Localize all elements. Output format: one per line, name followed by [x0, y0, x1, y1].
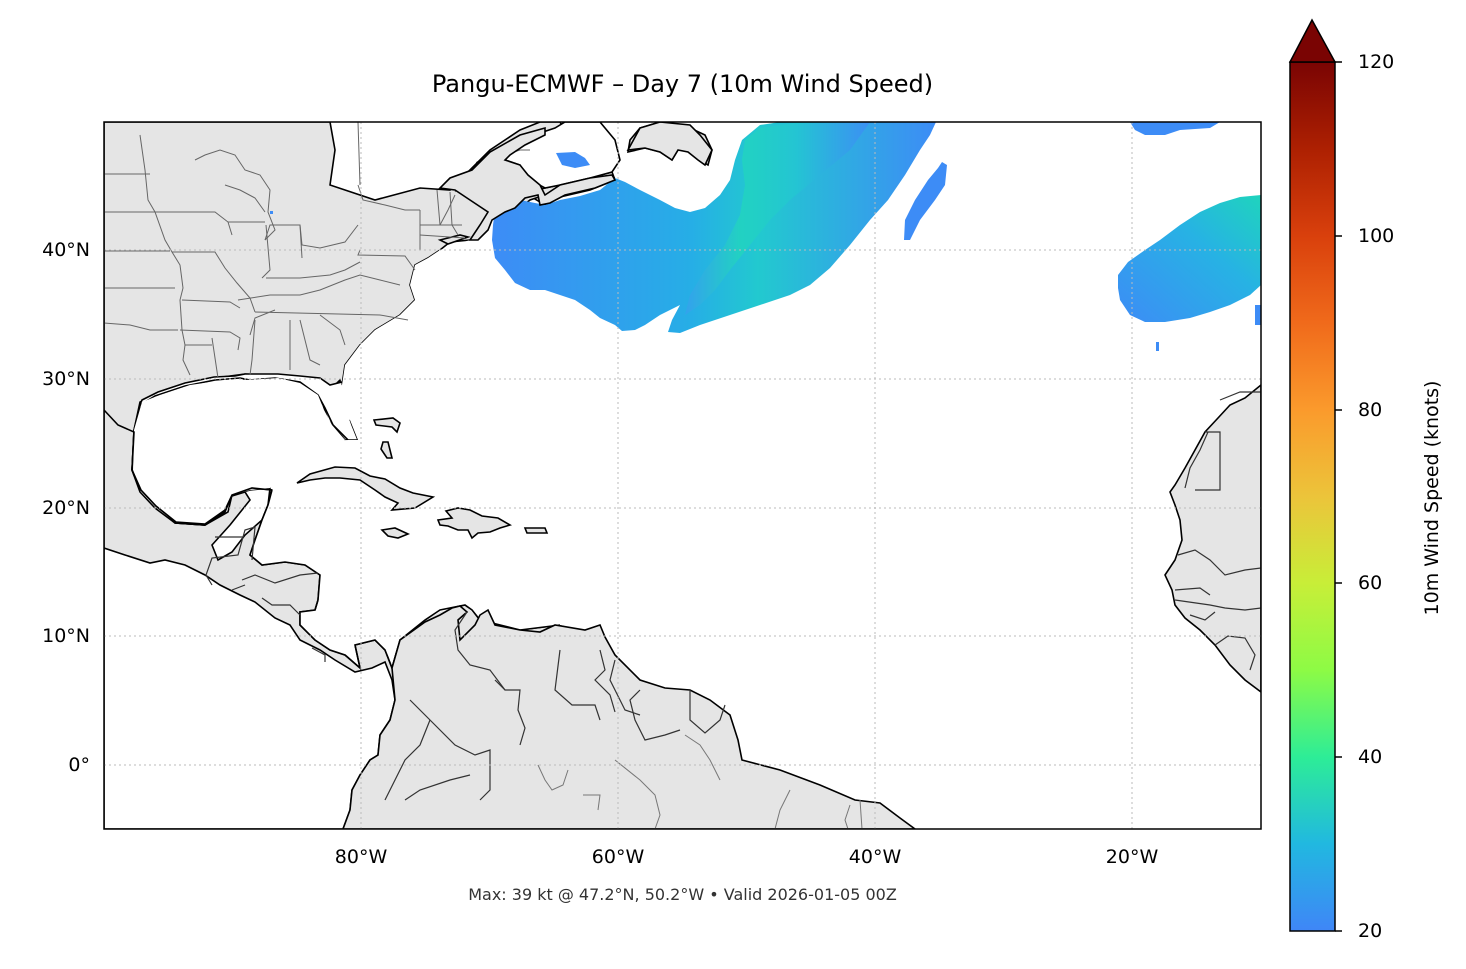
wind-speck-2 — [1255, 305, 1261, 325]
gulf-coastline — [104, 409, 273, 525]
y-tick-0: 0° — [68, 754, 90, 776]
y-tick-10n: 10°N — [42, 625, 90, 647]
wind-region-top-edge — [1130, 122, 1220, 135]
colorbar-extend-arrow — [1288, 18, 1337, 63]
max-wind-footer: Max: 39 kt @ 47.2°N, 50.2°W • Valid 2026… — [468, 885, 897, 904]
country-borders — [205, 391, 1261, 801]
y-tick-30n: 30°N — [42, 368, 90, 390]
wind-region-strip-east — [904, 162, 947, 240]
wind-region-northwest-atlantic — [492, 122, 936, 333]
colorbar-tick-40: 40 — [1358, 746, 1383, 768]
colorbar — [1288, 18, 1342, 932]
land-hispaniola — [436, 507, 512, 540]
land-puerto-rico — [523, 527, 549, 534]
colorbar-tick-20: 20 — [1358, 920, 1383, 942]
land-west-africa — [1164, 383, 1261, 693]
chart-title: Pangu-ECMWF – Day 7 (10m Wind Speed) — [431, 70, 934, 98]
x-tick-40w: 40°W — [848, 846, 902, 868]
colorbar-title: 10m Wind Speed (knots) — [1421, 380, 1443, 616]
land-south-america — [342, 605, 917, 829]
state-borders — [104, 122, 530, 379]
colorbar-ticks — [1335, 61, 1342, 932]
wind-speck-1 — [1156, 342, 1159, 351]
plot-frame — [103, 121, 1262, 830]
caribbean-sea — [250, 440, 610, 662]
colorbar-tick-120: 120 — [1358, 51, 1395, 73]
wind-speck-3 — [270, 211, 273, 214]
colorbar-tick-100: 100 — [1358, 225, 1395, 247]
land-bahamas-2 — [380, 441, 394, 459]
wind-region-far-north-patch — [556, 152, 590, 168]
wind-region-eastern-atlantic — [1118, 195, 1261, 322]
internal-borders — [537, 734, 863, 829]
maritimes-coast-overlay — [438, 126, 617, 241]
colorbar-gradient — [1289, 61, 1336, 932]
gulf-body — [133, 378, 345, 524]
plot-area — [104, 122, 1261, 829]
central-america-coast — [249, 489, 606, 671]
atlantic-ocean — [325, 122, 1261, 829]
wind-core-jet — [685, 122, 870, 315]
land-jamaica — [380, 527, 411, 539]
wind-speed-field — [270, 122, 1261, 351]
colorbar-tick-80: 80 — [1358, 399, 1383, 421]
x-tick-80w: 80°W — [334, 846, 388, 868]
colorbar-tick-60: 60 — [1358, 572, 1383, 594]
land-bahamas-1 — [372, 417, 401, 434]
x-tick-20w: 20°W — [1105, 846, 1159, 868]
x-tick-60w: 60°W — [591, 846, 645, 868]
y-tick-20n: 20°N — [42, 497, 90, 519]
y-tick-40n: 40°N — [42, 239, 90, 261]
